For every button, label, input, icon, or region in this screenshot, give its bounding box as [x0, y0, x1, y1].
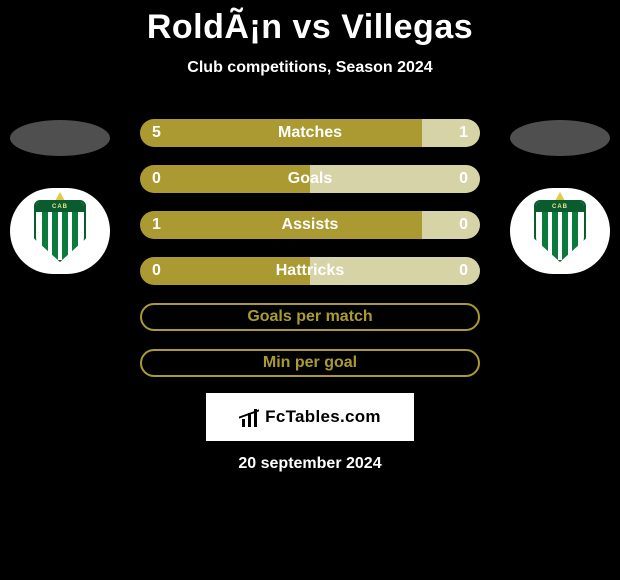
- stat-bar-matches: 5 Matches 1: [140, 119, 480, 147]
- player-left-column: CAB: [10, 120, 110, 274]
- stat-bar-right: [310, 257, 480, 285]
- stat-bar-goals: 0 Goals 0: [140, 165, 480, 193]
- ratio-label: Goals per match: [247, 308, 372, 326]
- player-right-column: CAB: [510, 120, 610, 274]
- stat-bar-left: [140, 165, 310, 193]
- star-icon: [555, 192, 565, 201]
- page-title: RoldÃ¡n vs Villegas: [147, 8, 473, 47]
- player-right-photo-placeholder: [510, 120, 610, 156]
- date-label: 20 september 2024: [238, 455, 381, 473]
- club-monogram: CAB: [536, 202, 584, 212]
- stat-bar-hattricks: 0 Hattricks 0: [140, 257, 480, 285]
- player-left-photo-placeholder: [10, 120, 110, 156]
- stat-bar-left: [140, 119, 422, 147]
- stat-bar-left: [140, 211, 422, 239]
- shield-wrapper: CAB: [534, 200, 586, 262]
- infographic-root: RoldÃ¡n vs Villegas Club competitions, S…: [0, 0, 620, 580]
- shield-wrapper: CAB: [34, 200, 86, 262]
- watermark-text: FcTables.com: [265, 407, 381, 427]
- player-right-club-badge: CAB: [510, 188, 610, 274]
- ratio-label: Min per goal: [263, 354, 357, 372]
- player-left-club-badge: CAB: [10, 188, 110, 274]
- club-shield: CAB: [534, 200, 586, 262]
- stat-bar-right: [310, 165, 480, 193]
- stats-block: 5 Matches 1 0 Goals 0 1 Assists 0 0 Hatt…: [140, 119, 480, 377]
- chart-icon: [239, 407, 259, 427]
- ratio-bar-gpm: Goals per match: [140, 303, 480, 331]
- watermark-badge: FcTables.com: [206, 393, 414, 441]
- stat-bar-right: [422, 119, 480, 147]
- stat-bar-right: [422, 211, 480, 239]
- page-subtitle: Club competitions, Season 2024: [187, 59, 432, 77]
- ratio-bar-mpg: Min per goal: [140, 349, 480, 377]
- stat-bar-left: [140, 257, 310, 285]
- stat-bar-assists: 1 Assists 0: [140, 211, 480, 239]
- club-monogram: CAB: [36, 202, 84, 212]
- club-shield: CAB: [34, 200, 86, 262]
- star-icon: [55, 192, 65, 201]
